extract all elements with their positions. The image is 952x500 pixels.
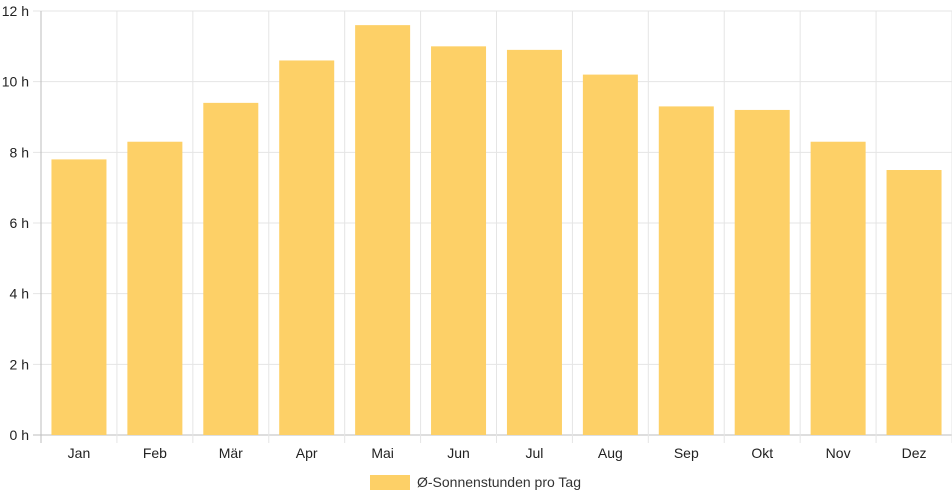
y-tick-label: 10 h [2, 74, 29, 90]
bar-jan[interactable] [51, 159, 107, 435]
bar-nov[interactable] [810, 141, 866, 435]
y-tick-label: 4 h [10, 286, 29, 302]
y-tick-label: 6 h [10, 215, 29, 231]
bar-jul[interactable] [506, 49, 562, 435]
x-tick-label: Jul [526, 445, 544, 461]
x-tick-label: Jan [68, 445, 91, 461]
y-tick-label: 8 h [10, 144, 29, 160]
x-axis-labels: Jan Feb Mär Apr Mai Jun Jul Aug Sep Okt Nov Dez [68, 445, 927, 461]
y-tick-label: 2 h [10, 356, 29, 372]
x-tick-label: Mai [371, 445, 394, 461]
x-tick-label: Jun [447, 445, 470, 461]
bar-feb[interactable] [127, 141, 183, 435]
x-tick-label: Apr [296, 445, 318, 461]
x-tick-label: Nov [826, 445, 851, 461]
x-tick-label: Dez [902, 445, 927, 461]
x-tick-label: Feb [143, 445, 167, 461]
bar-mär[interactable] [203, 102, 259, 435]
y-tick-label: 12 h [2, 3, 29, 19]
legend[interactable]: Ø-Sonnenstunden pro Tag [370, 474, 581, 490]
bar-okt[interactable] [734, 109, 790, 435]
bar-sep[interactable] [658, 106, 714, 436]
bar-jun[interactable] [431, 46, 487, 435]
y-tick-label: 0 h [10, 427, 29, 443]
bar-apr[interactable] [279, 60, 335, 435]
y-axis-labels: 0 h 2 h 4 h 6 h 8 h 10 h 12 h [2, 3, 29, 443]
legend-swatch [370, 475, 410, 490]
bar-aug[interactable] [582, 74, 638, 435]
bar-mai[interactable] [355, 25, 411, 436]
bar-dez[interactable] [886, 170, 942, 435]
x-tick-label: Mär [219, 445, 243, 461]
x-tick-label: Okt [751, 445, 773, 461]
grid-lines [33, 10, 952, 443]
legend-label: Ø-Sonnenstunden pro Tag [417, 474, 581, 490]
x-tick-label: Aug [598, 445, 623, 461]
bars [51, 25, 942, 436]
x-tick-label: Sep [674, 445, 699, 461]
